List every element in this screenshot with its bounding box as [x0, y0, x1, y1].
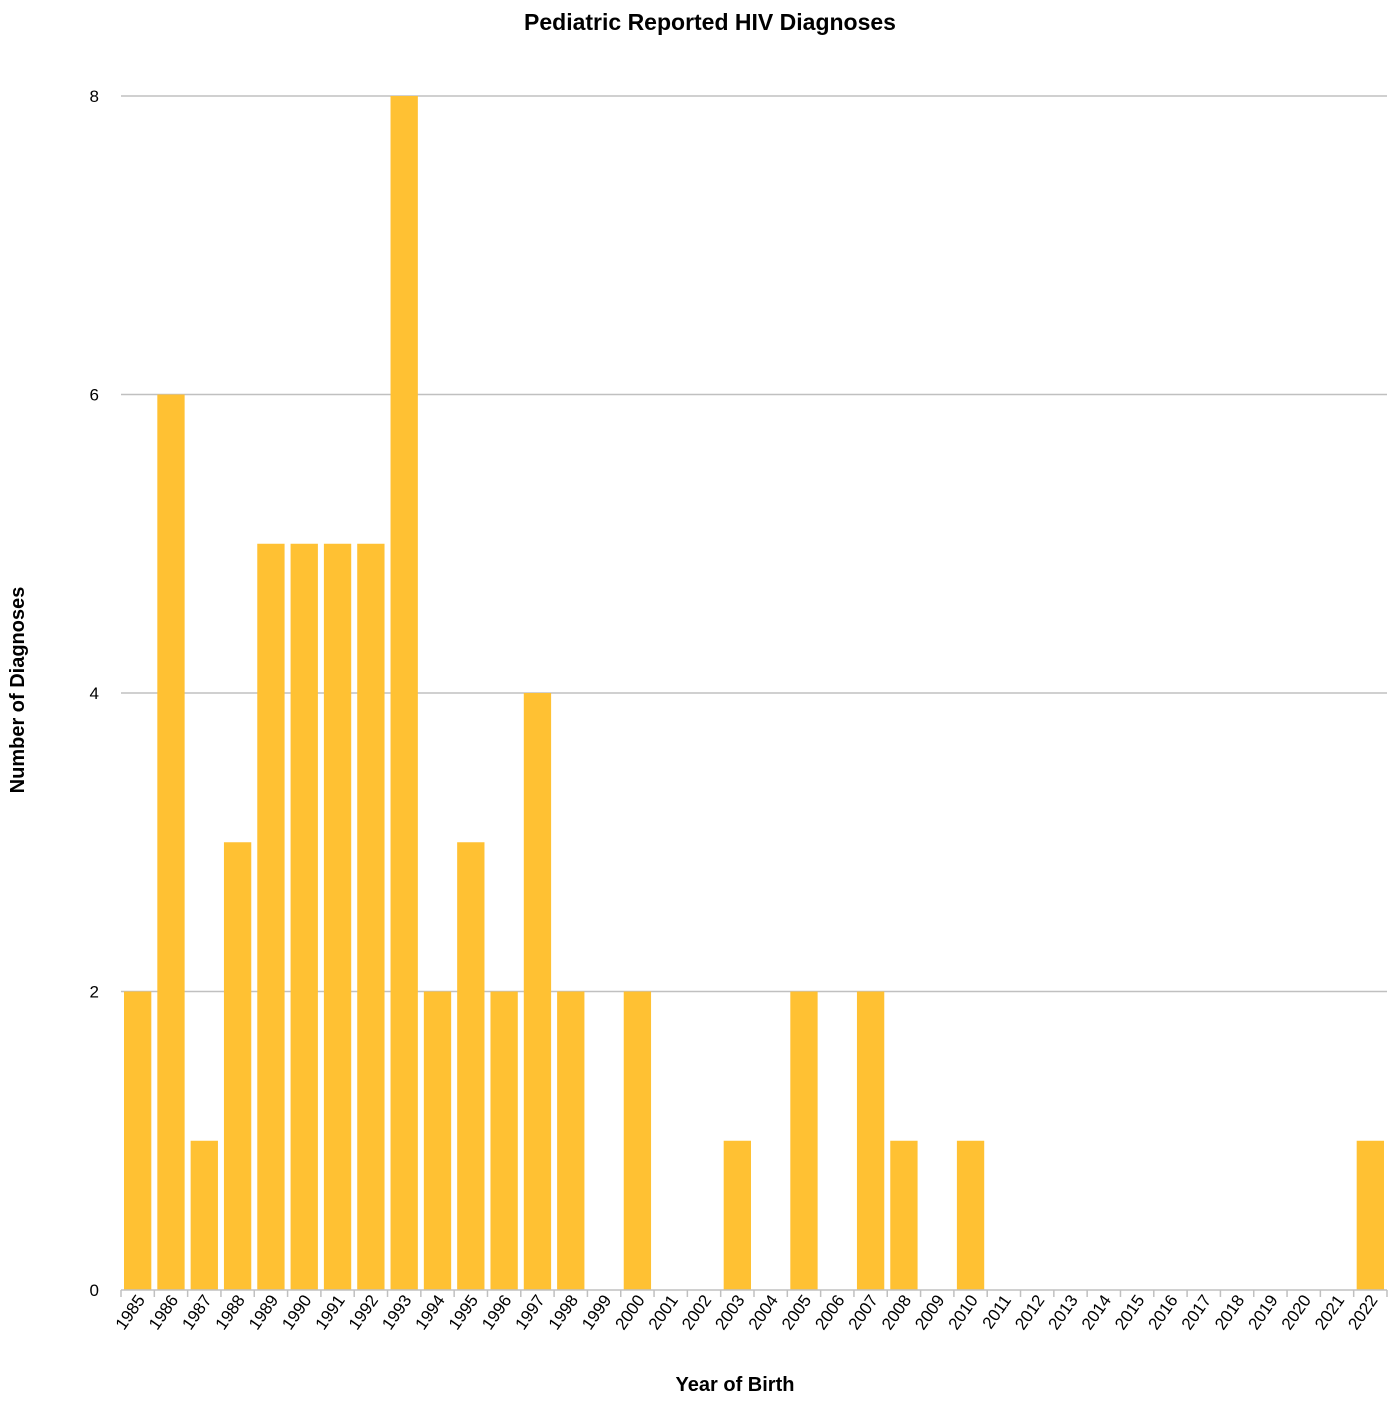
y-tick-label-2: 2: [90, 983, 99, 1002]
x-tick-label-1988: 1988: [212, 1291, 249, 1333]
x-tick-label-2003: 2003: [711, 1291, 748, 1333]
x-tick-label-2016: 2016: [1144, 1291, 1181, 1333]
bar-1991: [323, 543, 352, 1290]
x-tick-label-1998: 1998: [545, 1291, 582, 1333]
bar-2010: [956, 1140, 985, 1290]
x-tick-label-2001: 2001: [645, 1291, 682, 1333]
x-axis-label: Year of Birth: [676, 1374, 795, 1396]
bar-1987: [190, 1140, 218, 1290]
y-tick-label-6: 6: [90, 386, 99, 405]
y-tick-label-8: 8: [90, 87, 99, 106]
x-tick-label-1987: 1987: [178, 1291, 215, 1333]
bar-1993: [390, 96, 418, 1290]
x-tick-label-2002: 2002: [678, 1291, 715, 1333]
x-tick-label-2018: 2018: [1211, 1291, 1248, 1333]
x-tick-label-2021: 2021: [1311, 1291, 1348, 1333]
x-tick-label-2008: 2008: [878, 1291, 915, 1333]
axes: [120, 1289, 1388, 1297]
x-tick-label-1991: 1991: [312, 1291, 349, 1333]
bar-1996: [490, 991, 518, 1290]
y-tick-label-0: 0: [90, 1281, 99, 1300]
chart-title: Pediatric Reported HIV Diagnoses: [524, 9, 896, 35]
bar-1994: [423, 991, 452, 1290]
x-tick-label-1993: 1993: [378, 1291, 415, 1333]
x-tick-label-2009: 2009: [911, 1291, 948, 1333]
x-tick-label-1999: 1999: [578, 1291, 615, 1333]
bar-1986: [157, 394, 185, 1290]
x-tick-label-2019: 2019: [1244, 1291, 1281, 1333]
y-axis-label: Number of Diagnoses: [7, 587, 29, 794]
bar-1995: [457, 842, 485, 1290]
x-tick-label-1995: 1995: [445, 1291, 482, 1333]
x-tick-label-2013: 2013: [1045, 1291, 1082, 1333]
x-tick-label-1989: 1989: [245, 1291, 282, 1333]
x-tick-label-2000: 2000: [611, 1291, 648, 1333]
x-axis-tick-labels: 1985198619871988198919901991199219931994…: [112, 1291, 1382, 1333]
bar-1988: [223, 842, 252, 1290]
bar-2022: [1356, 1140, 1385, 1290]
x-tick-label-2017: 2017: [1178, 1291, 1215, 1333]
x-tick-label-2005: 2005: [778, 1291, 815, 1333]
bar-1997: [523, 693, 552, 1290]
bar-2008: [890, 1140, 918, 1290]
x-tick-label-1986: 1986: [145, 1291, 182, 1333]
bars: [123, 96, 1385, 1290]
x-tick-label-2011: 2011: [979, 1291, 1016, 1332]
x-tick-label-1985: 1985: [112, 1291, 149, 1333]
x-tick-label-2020: 2020: [1278, 1291, 1315, 1333]
bar-1985: [123, 991, 152, 1290]
x-tick-label-2015: 2015: [1111, 1291, 1148, 1333]
x-tick-label-2006: 2006: [811, 1291, 848, 1333]
bar-1992: [357, 543, 385, 1290]
bar-2003: [723, 1140, 752, 1290]
bar-2007: [856, 991, 885, 1290]
x-tick-label-1994: 1994: [412, 1291, 449, 1333]
x-tick-label-1992: 1992: [345, 1291, 382, 1333]
bar-1998: [557, 991, 585, 1290]
x-tick-label-1990: 1990: [278, 1291, 315, 1333]
x-tick-label-2004: 2004: [745, 1291, 782, 1333]
x-tick-label-1997: 1997: [511, 1291, 548, 1333]
bar-2005: [790, 991, 818, 1290]
x-tick-label-2014: 2014: [1078, 1291, 1115, 1333]
y-axis-tick-labels: 0 2 4 6 8: [90, 87, 99, 1300]
x-tick-label-2022: 2022: [1344, 1291, 1381, 1333]
x-tick-label-2007: 2007: [845, 1291, 882, 1333]
bar-1990: [290, 543, 318, 1290]
bar-2000: [623, 991, 652, 1290]
x-tick-label-2010: 2010: [945, 1291, 982, 1333]
y-tick-label-4: 4: [90, 684, 99, 703]
bar-1989: [257, 543, 285, 1290]
x-tick-label-1996: 1996: [478, 1291, 515, 1333]
x-tick-label-2012: 2012: [1011, 1291, 1048, 1333]
